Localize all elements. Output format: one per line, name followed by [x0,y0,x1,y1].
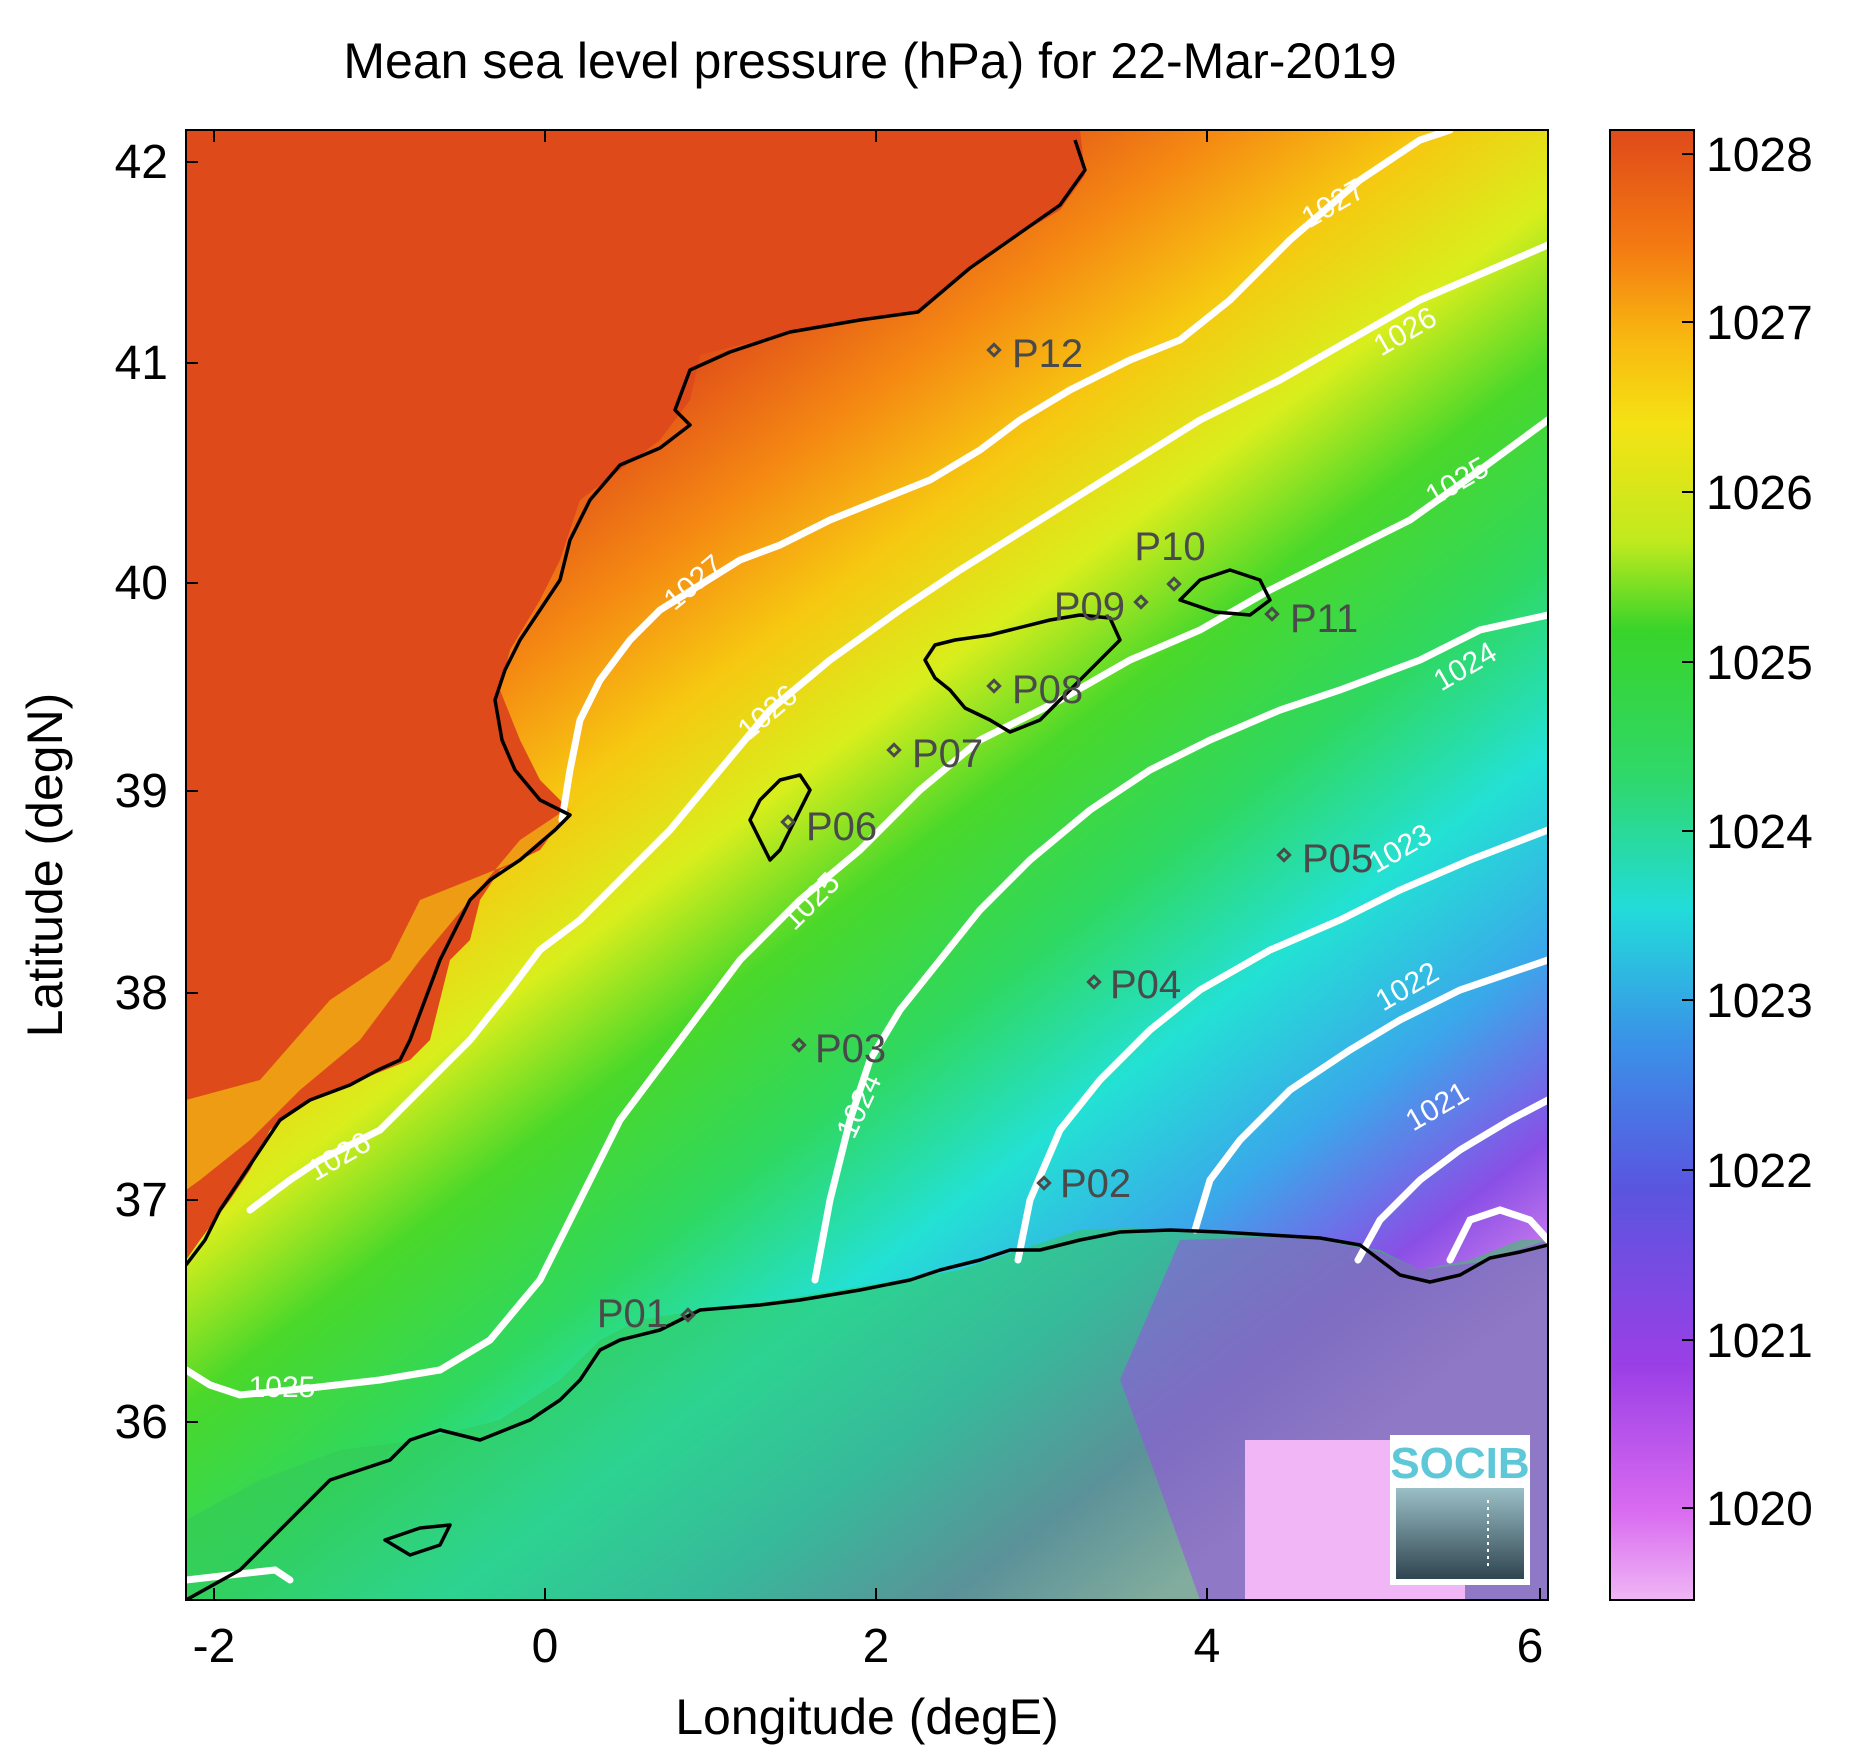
station-marker [1086,974,1102,990]
station-marker [1166,576,1182,592]
logo-image [1396,1488,1524,1579]
x-axis-label: Longitude (degE) [675,1689,1059,1745]
station-marker [780,814,796,830]
station-p06[interactable]: P06 [780,805,877,849]
contour-line [1014,826,1548,1264]
island-mallorca [923,613,1122,734]
colorbar-label: 1022 [1706,1145,1813,1198]
x-tick-labels: -2 0 2 4 6 [193,1620,1544,1673]
y-tick-labels: 42 41 40 39 38 37 36 [115,136,168,1449]
station-label: P01 [597,1292,668,1336]
y-tick-label: 39 [115,765,168,818]
logo-text: SOCIB [1390,1439,1529,1488]
y-tick-label: 40 [115,557,168,610]
station-label: P08 [1012,668,1083,712]
station-label: P07 [912,732,983,776]
station-p10[interactable]: P10 [1134,525,1206,592]
x-tick-marks [213,130,1541,1600]
colorbar-labels: 1028 1027 1026 1025 1024 1023 1022 1021 … [1706,129,1813,1536]
station-p12[interactable]: P12 [986,332,1083,376]
station-label: P06 [806,805,877,849]
station-p04[interactable]: P04 [1086,963,1181,1007]
coastline-iberia [186,139,1087,1267]
station-label: P05 [1302,837,1373,881]
colorbar: 1028 1027 1026 1025 1024 1023 1022 1021 … [1609,129,1813,1601]
station-label: P09 [1054,585,1125,629]
coastlines [186,139,1548,1600]
station-p11[interactable]: P11 [1264,597,1358,641]
station-marker [1133,594,1149,610]
y-tick-label: 41 [115,337,168,390]
station-p07[interactable]: P07 [886,732,983,776]
station-marker [986,342,1002,358]
station-p03[interactable]: P03 [791,1027,886,1071]
station-marker [1036,1175,1052,1191]
island-menorca [1178,568,1272,617]
station-p02[interactable]: P02 [1036,1162,1131,1206]
contour-line [1354,1096,1548,1264]
x-tick-label: 4 [1194,1620,1221,1673]
station-marker [886,742,902,758]
chart-title: Mean sea level pressure (hPa) for 22-Mar… [343,33,1396,89]
land-iberia [186,130,1085,1260]
contour-line [811,611,1548,1284]
contour-line [186,416,1548,1399]
contour-labels: 1027 1026 1025 1024 1023 1022 1021 1026 … [249,173,1503,1404]
colorbar-label: 1020 [1706,1483,1813,1536]
socib-logo: SOCIB [1390,1435,1530,1585]
station-p09[interactable]: P09 [1054,585,1149,629]
island-small [383,1523,452,1557]
x-tick-label: 2 [863,1620,890,1673]
y-tick-label: 37 [115,1174,168,1227]
y-tick-label: 42 [115,136,168,189]
contour-line [1446,1206,1548,1264]
coastline-africa [186,1228,1548,1600]
x-tick-label: -2 [193,1620,236,1673]
colorbar-label: 1027 [1706,297,1813,350]
contour-lines [186,130,1548,1584]
station-p08[interactable]: P08 [986,668,1083,712]
colorbar-label: 1021 [1706,1315,1813,1368]
y-tick-label: 36 [115,1396,168,1449]
colorbar-label: 1026 [1706,467,1813,520]
station-p01[interactable]: P01 [597,1292,696,1336]
stations: P01 P02 P03 P04 P05 P06 [597,332,1373,1336]
station-marker [680,1307,696,1323]
colorbar-label: 1023 [1706,975,1813,1028]
y-axis-label: Latitude (degN) [17,693,73,1038]
contour-line [186,1566,294,1584]
colorbar-gradient [1609,129,1695,1601]
station-label: P11 [1290,597,1358,641]
station-marker [791,1037,807,1053]
station-marker [1276,847,1292,863]
station-p05[interactable]: P05 [1276,837,1373,881]
colorbar-ticks [1682,153,1694,1509]
station-marker [1264,606,1280,622]
contour-line [246,241,1548,1214]
station-label: P02 [1060,1162,1131,1206]
contour-line [558,130,1454,824]
map-area: 1027 1026 1025 1024 1023 1022 1021 1026 … [186,130,1548,1600]
station-marker [986,678,1002,694]
island-ibiza [748,773,812,862]
colorbar-label: 1028 [1706,129,1813,182]
plot-frame [185,129,1549,1601]
y-tick-marks [186,161,198,1423]
coastal-gradient [186,800,580,1190]
station-label: P12 [1012,332,1083,376]
colorbar-label: 1024 [1706,806,1813,859]
x-tick-label: 0 [532,1620,559,1673]
x-tick-label: 6 [1517,1620,1544,1673]
station-label: P10 [1134,525,1205,569]
contour-label: 1025 [249,1371,316,1404]
y-tick-label: 38 [115,967,168,1020]
station-label: P04 [1110,963,1181,1007]
station-label: P03 [815,1027,886,1071]
contour-line [1191,956,1548,1234]
colorbar-label: 1025 [1706,637,1813,690]
